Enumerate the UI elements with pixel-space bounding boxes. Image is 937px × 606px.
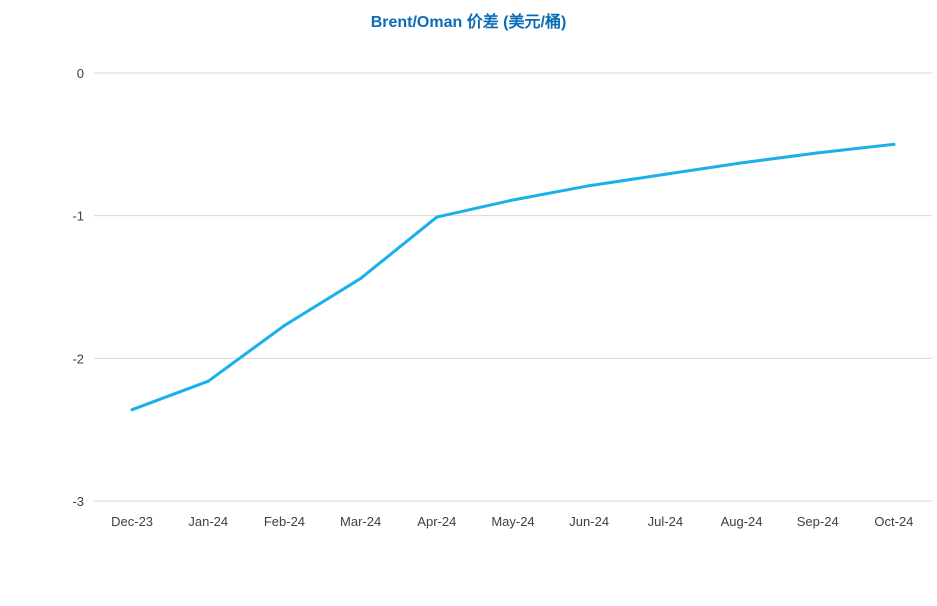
x-tick-label: Sep-24 — [797, 514, 839, 529]
data-point — [359, 276, 363, 280]
series-layer — [130, 142, 896, 412]
y-axis: 0 -1 -2 -3 — [72, 66, 84, 509]
x-tick-label: Mar-24 — [340, 514, 381, 529]
gridlines — [94, 72, 932, 502]
data-point — [282, 324, 286, 328]
x-tick-label: Jun-24 — [569, 514, 609, 529]
chart-title: Brent/Oman 价差 (美元/桶) — [370, 14, 567, 31]
y-tick-label: -1 — [72, 209, 84, 224]
x-tick-label: Aug-24 — [721, 514, 763, 529]
data-point — [892, 142, 896, 146]
y-tick-label: -2 — [72, 351, 84, 366]
data-point — [663, 172, 667, 176]
data-point — [816, 151, 820, 155]
data-point — [435, 215, 439, 219]
x-tick-label: Apr-24 — [417, 514, 456, 529]
x-tick-label: Jan-24 — [188, 514, 228, 529]
x-tick-label: Oct-24 — [874, 514, 913, 529]
x-tick-label: Dec-23 — [111, 514, 153, 529]
data-point — [587, 184, 591, 188]
data-point — [740, 161, 744, 165]
x-axis: Dec-23 Jan-24 Feb-24 Mar-24 Apr-24 May-24 Jun-… — [111, 514, 913, 529]
y-tick-label: 0 — [77, 66, 84, 81]
x-tick-label: May-24 — [491, 514, 534, 529]
data-point — [206, 379, 210, 383]
y-tick-label: -3 — [72, 494, 84, 509]
x-tick-label: Feb-24 — [264, 514, 305, 529]
x-tick-label: Jul-24 — [648, 514, 683, 529]
data-point — [130, 408, 134, 412]
data-point — [511, 198, 515, 202]
series-line — [130, 142, 896, 412]
